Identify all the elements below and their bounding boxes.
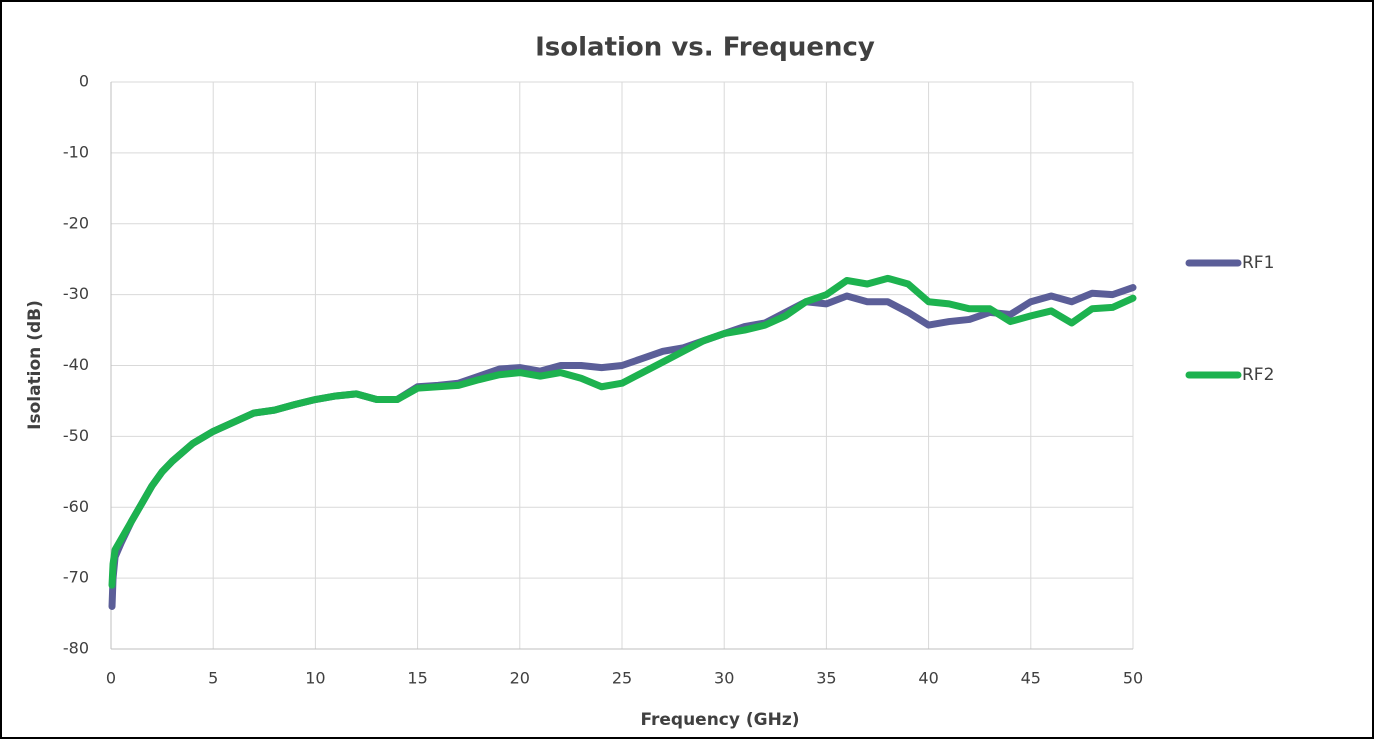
y-tick-label: -50: [63, 426, 89, 445]
x-tick-label: 35: [816, 669, 836, 688]
y-tick-label: -20: [63, 213, 89, 232]
x-axis-title: Frequency (GHz): [640, 710, 799, 730]
x-tick-label: 20: [510, 669, 530, 688]
x-tick-label: 25: [612, 669, 632, 688]
x-tick-label: 15: [407, 669, 427, 688]
y-axis-title: Isolation (dB): [25, 300, 45, 430]
x-tick-label: 30: [714, 669, 734, 688]
y-tick-label: -30: [63, 284, 89, 303]
data-line: [108, 274, 1137, 589]
y-tick-label: -70: [63, 568, 89, 587]
y-tick-label: -60: [63, 497, 89, 516]
legend-label: RF1: [1242, 253, 1274, 273]
x-tick-label: 5: [208, 669, 218, 688]
y-tick-label: -40: [63, 355, 89, 374]
x-tick-label: 45: [1021, 669, 1041, 688]
legend-label: RF2: [1242, 365, 1274, 385]
y-tick-label: 0: [79, 72, 89, 91]
y-tick-label: -10: [63, 142, 89, 161]
y-tick-label: -80: [63, 639, 89, 658]
x-tick-label: 40: [918, 669, 938, 688]
x-tick-label: 0: [106, 669, 116, 688]
x-tick-label: 50: [1123, 669, 1143, 688]
x-tick-label: 10: [305, 669, 325, 688]
chart-title: Isolation vs. Frequency: [535, 33, 875, 63]
